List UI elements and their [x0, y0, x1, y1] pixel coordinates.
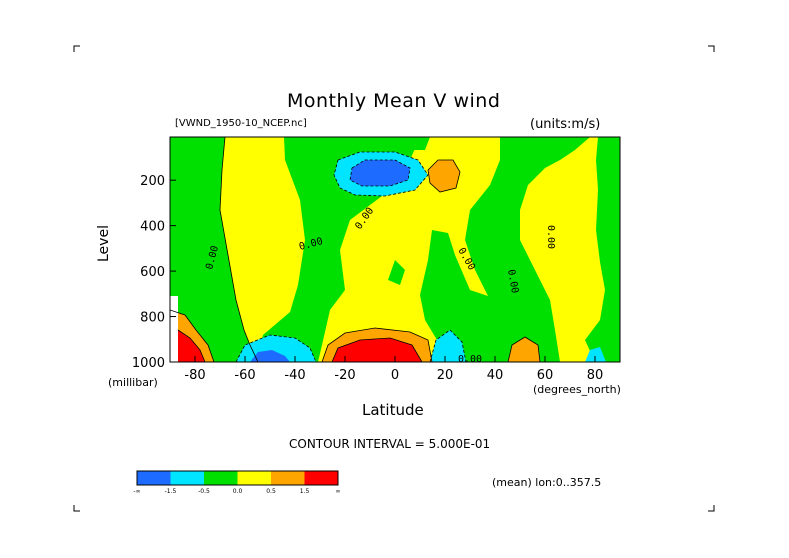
x-tick-label: 80 [587, 368, 604, 383]
colorbar-swatch [170, 471, 204, 485]
y-tick-label: 600 [140, 265, 165, 280]
colorbar: -∞ -1.5 -0.5 0.0 0.5 1.5 ∞ [133, 470, 341, 495]
y-tick-label: 1000 [132, 356, 165, 371]
colorbar-swatch [304, 471, 338, 485]
y-tick-label: 400 [140, 220, 165, 235]
x-axis-label: Latitude [362, 401, 424, 419]
contour-label: 0.00 [545, 225, 556, 249]
x-tick-labels: -80 -60 -40 -20 0 20 40 60 80 [184, 368, 603, 383]
colorbar-tick-label: -1.5 [165, 488, 177, 495]
colorbar-tick-label: 1.5 [300, 488, 310, 495]
x-tick-marks [194, 356, 596, 362]
y-tick-marks [170, 179, 176, 363]
colorbar-tick-label: 0.5 [266, 488, 276, 495]
x-axis-units: (degrees_north) [533, 383, 621, 396]
colorbar-swatch [237, 471, 271, 485]
contour-field [170, 137, 620, 362]
y-tick-label: 200 [140, 174, 165, 189]
x-tick-label: 40 [487, 368, 504, 383]
colorbar-tick-label: ∞ [336, 488, 341, 495]
contour-label: 0.00 [505, 269, 520, 295]
x-tick-label: 20 [437, 368, 454, 383]
colorbar-tick-label: -∞ [133, 488, 140, 495]
colorbar-tick-label: -0.5 [198, 488, 210, 495]
x-tick-label: -60 [234, 368, 255, 383]
y-axis-label: Level [96, 225, 112, 262]
mean-info: (mean) lon:0..357.5 [492, 476, 602, 489]
colorbar-swatch [204, 471, 238, 485]
units-label: (units:m/s) [530, 117, 601, 132]
colorbar-tick-label: 0.0 [233, 488, 243, 495]
y-tick-labels: 200 400 600 800 1000 [132, 174, 165, 371]
x-tick-label: -40 [284, 368, 305, 383]
colorbar-swatch [137, 471, 171, 485]
y-tick-label: 800 [140, 311, 165, 326]
y-axis-units: (millibar) [108, 376, 158, 389]
contour-interval: CONTOUR INTERVAL = 5.000E-01 [289, 437, 491, 451]
x-tick-label: 60 [537, 368, 554, 383]
x-tick-label: 0 [391, 368, 399, 383]
contour-label: 0.00 [458, 354, 482, 365]
x-tick-label: -20 [334, 368, 355, 383]
chart-title: Monthly Mean V wind [287, 90, 501, 112]
dataset-label: [VWND_1950-10_NCEP.nc] [175, 118, 307, 129]
colorbar-frame [136, 470, 339, 486]
colorbar-swatch [271, 471, 305, 485]
corner-marks [73, 45, 715, 512]
x-tick-label: -80 [184, 368, 205, 383]
